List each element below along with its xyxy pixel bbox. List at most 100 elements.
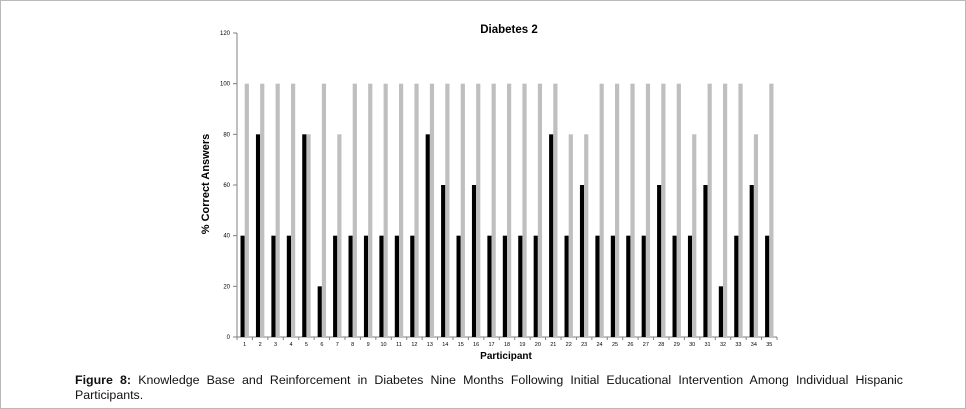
bar [641, 235, 646, 337]
y-axis-label: % Correct Answers [200, 134, 212, 234]
bar [471, 185, 477, 337]
x-tick-label: 4 [289, 342, 292, 348]
bar [399, 83, 404, 338]
bar [610, 235, 615, 337]
x-tick-label: 21 [550, 342, 556, 348]
x-tick-label: 25 [612, 342, 618, 348]
bar [599, 83, 604, 338]
x-tick-label: 12 [411, 342, 417, 348]
bar [769, 83, 774, 338]
bar [460, 83, 465, 338]
y-tick-label: 20 [223, 284, 230, 290]
x-tick-label: 13 [427, 342, 433, 348]
bar [491, 83, 496, 338]
bar [379, 235, 384, 337]
bars [240, 83, 774, 338]
bar [445, 83, 450, 338]
bar [692, 134, 697, 337]
x-tick-label: 23 [581, 342, 587, 348]
bar [306, 134, 311, 337]
bar-chart: Diabetes 2 % Correct Answers Participant… [200, 24, 778, 362]
bar [553, 83, 558, 338]
x-axis: 1 2 3 4 5 6 7 8 9 10 11 12 13 14 15 16 17 18 19 20 21 22 23 24 2… [236, 336, 778, 348]
x-tick-label: 15 [458, 342, 464, 348]
x-tick-label: 26 [627, 342, 633, 348]
x-tick-label: 2 [259, 342, 262, 348]
bar [502, 235, 507, 337]
bar [676, 83, 681, 338]
bar [703, 185, 708, 337]
bar [414, 83, 419, 338]
bar [718, 286, 723, 337]
bar [645, 83, 651, 338]
bar [507, 83, 512, 338]
bar [348, 235, 353, 337]
bar [429, 83, 435, 338]
y-tick-label: 0 [227, 335, 231, 341]
x-tick-label: 30 [689, 342, 695, 348]
x-tick-label: 35 [766, 342, 772, 348]
y-tick-label: 120 [220, 31, 231, 37]
bar [738, 83, 743, 338]
bar [661, 83, 666, 338]
bar [302, 134, 307, 337]
y-tick-label: 60 [223, 183, 230, 189]
bar [337, 134, 342, 337]
bar [271, 235, 276, 337]
chart-title: Diabetes 2 [480, 24, 538, 36]
x-tick-label: 20 [535, 342, 541, 348]
bar [394, 235, 399, 337]
bar [564, 235, 569, 337]
bar [537, 83, 543, 338]
x-tick-label: 17 [489, 342, 495, 348]
caption-label: Figure 8: [75, 373, 132, 387]
bar [363, 235, 369, 337]
bar [672, 235, 677, 337]
bar [275, 83, 280, 338]
x-tick-label: 27 [643, 342, 649, 348]
bar [244, 83, 249, 338]
bar [291, 83, 296, 338]
bar [522, 83, 527, 338]
bar [410, 235, 415, 337]
x-tick-label: 9 [367, 342, 370, 348]
bar [317, 286, 322, 337]
caption-text: Knowledge Base and Reinforcement in Diab… [75, 373, 903, 402]
x-tick-label: 16 [473, 342, 479, 348]
y-tick-label: 100 [220, 82, 231, 88]
bar [352, 83, 357, 338]
bar [707, 83, 712, 338]
bar [626, 235, 631, 337]
bar [476, 83, 481, 338]
bar [456, 235, 461, 337]
bar [321, 83, 327, 338]
x-axis-label: Participant [480, 351, 532, 362]
x-tick-label: 32 [720, 342, 726, 348]
x-tick-label: 6 [320, 342, 323, 348]
bar [333, 235, 338, 337]
y-tick-label: 80 [223, 132, 230, 138]
x-tick-label: 3 [274, 342, 277, 348]
x-tick-label: 22 [566, 342, 572, 348]
bar [687, 235, 693, 337]
figure-caption: Figure 8: Knowledge Base and Reinforceme… [75, 373, 903, 403]
bar [749, 185, 754, 337]
x-tick-label: 11 [396, 342, 402, 348]
bar [518, 235, 523, 337]
bar [286, 235, 291, 337]
bar [255, 134, 261, 337]
bar [584, 134, 589, 337]
x-tick-label: 19 [519, 342, 525, 348]
bar [723, 83, 728, 338]
bar [549, 134, 554, 337]
bar [240, 235, 245, 337]
bar [657, 185, 662, 337]
y-tick-label: 40 [223, 234, 230, 240]
bar [260, 83, 265, 338]
x-tick-label: 18 [504, 342, 510, 348]
x-tick-label: 31 [705, 342, 711, 348]
x-tick-label: 28 [658, 342, 664, 348]
x-tick-label: 10 [381, 342, 387, 348]
bar [615, 83, 620, 338]
bar [533, 235, 538, 337]
